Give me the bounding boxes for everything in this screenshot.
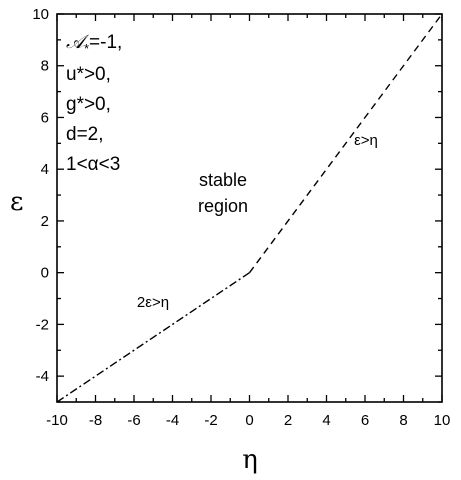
y-tick-label: 0 [41,265,49,282]
y-axis-title: ε [10,187,23,217]
stable-region-label: stable region [198,170,248,216]
x-tick-label: 2 [284,412,292,429]
y-axis-ticks: -4 -2 0 2 4 6 8 10 [32,6,442,403]
y-tick-label: -2 [36,316,49,333]
region-line-1: stable [199,170,247,190]
param-line-2: u*>0, [66,64,111,85]
region-line-2: region [198,196,248,216]
x-tick-label: -4 [166,412,179,429]
x-tick-label: -6 [127,412,140,429]
y-tick-label: 4 [41,161,49,178]
y-tick-label: 2 [41,213,49,230]
param-line-1: 𝒜*=-1, [66,31,122,56]
y-tick-label: 6 [41,109,49,126]
y-tick-label: 8 [41,58,49,75]
x-tick-label: 6 [361,412,369,429]
y-tick-label: -4 [36,368,49,385]
dashdot-series-line [56,272,250,403]
x-tick-label: 4 [322,412,330,429]
x-axis-title: η [242,445,258,475]
param-line-3: g*>0, [66,94,111,115]
dashed-series-line [248,13,443,274]
x-axis-ticks: -10 -8 -6 -4 -2 0 2 4 6 8 10 [46,14,450,429]
x-tick-label: -8 [89,412,102,429]
param-subscript: * [84,41,89,56]
y-tick-label: 10 [32,6,49,23]
param-value-1: =-1, [89,32,122,53]
x-tick-label: -10 [46,412,68,429]
x-tick-label: 8 [399,412,407,429]
dashed-line-label: ε>η [354,132,378,149]
series-group [56,13,443,403]
x-tick-label: 0 [245,412,253,429]
parameter-list: 𝒜*=-1, u*>0, g*>0, d=2, 1<α<3 [66,31,122,175]
x-tick-label: 10 [434,412,451,429]
plot-frame [56,13,443,403]
dashdot-line-label: 2ε>η [137,294,169,311]
param-line-5: 1<α<3 [66,154,120,175]
x-tick-label: -2 [204,412,217,429]
param-line-4: d=2, [66,124,104,145]
